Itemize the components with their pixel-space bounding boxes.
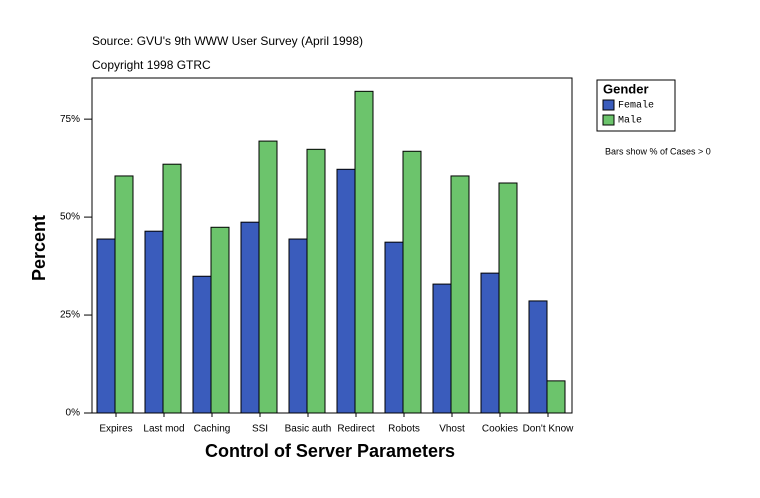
x-tick-label: Don't Know — [523, 424, 575, 435]
bar — [402, 150, 422, 414]
x-tick-label: SSI — [252, 424, 268, 435]
x-tick-label: Caching — [194, 424, 231, 435]
x-tick-label: Expires — [99, 424, 132, 435]
x-tick-label: Basic auth — [285, 424, 332, 435]
copyright: Copyright 1998 GTRC — [92, 58, 211, 72]
y-axis-label: Percent — [29, 215, 49, 281]
bar — [210, 226, 230, 414]
bar — [354, 90, 374, 414]
legend-label: Male — [618, 115, 642, 127]
bar — [258, 140, 278, 414]
y-tick-label: 0% — [66, 408, 81, 419]
x-tick-label: Cookies — [482, 424, 518, 435]
source: Source: GVU's 9th WWW User Survey (April… — [92, 34, 363, 48]
legend-swatch — [602, 99, 615, 111]
bar — [384, 241, 404, 414]
y-tick-label: 50% — [60, 212, 80, 223]
bar — [546, 380, 566, 414]
bar — [480, 272, 500, 414]
bar — [306, 148, 326, 414]
x-axis-label: Control of Server Parameters — [205, 441, 455, 461]
note: Bars show % of Cases > 0 — [605, 146, 711, 156]
y-tick-label: 25% — [60, 310, 80, 321]
bar — [192, 275, 212, 414]
bar — [144, 230, 164, 414]
legend-swatch — [602, 114, 615, 126]
plot-area — [91, 77, 573, 414]
legend-label: Female — [618, 100, 654, 112]
y-tick-label: 75% — [60, 114, 80, 125]
x-tick-label: Last mod — [143, 424, 184, 435]
bar — [450, 175, 470, 414]
bar — [288, 238, 308, 414]
bar — [240, 221, 260, 414]
x-tick-label: Robots — [388, 424, 420, 435]
bar — [96, 238, 116, 414]
bar — [528, 300, 548, 414]
bar — [162, 163, 182, 414]
bar — [432, 283, 452, 414]
x-tick-label: Redirect — [337, 424, 374, 435]
bar — [114, 175, 134, 414]
bar — [336, 168, 356, 414]
bar — [498, 182, 518, 414]
legend-title: Gender — [603, 81, 649, 96]
x-tick-label: Vhost — [439, 424, 465, 435]
